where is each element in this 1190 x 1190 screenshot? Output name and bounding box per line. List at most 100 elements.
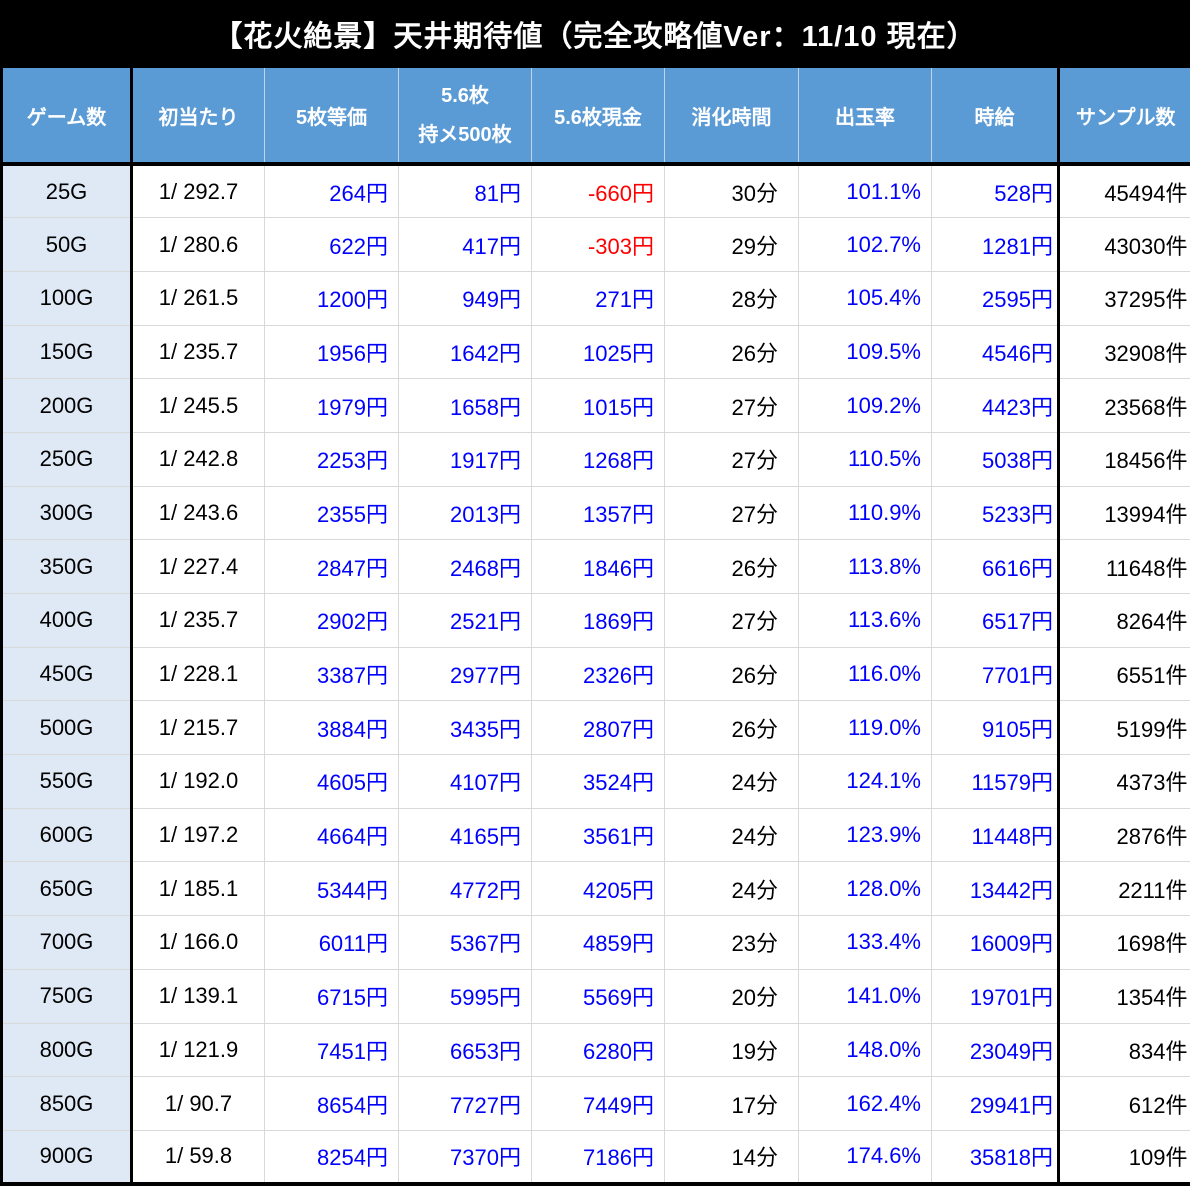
cell-5-6mai-hold: 1658円 [398, 378, 532, 433]
cell-first-hit: 1/ 280.6 [131, 217, 265, 272]
cell-5mai-equal: 2355円 [264, 486, 399, 541]
cell-payout-rate: 110.5% [798, 432, 932, 487]
cell-5mai-equal: 2847円 [264, 539, 399, 594]
table-row: 800G 1/ 121.9 7451円 6653円 6280円 19分 148.0% 2304… [1, 1023, 1190, 1078]
table-row: 750G 1/ 139.1 6715円 5995円 5569円 20分 141.0% 1970… [1, 969, 1190, 1024]
cell-5-6mai-hold: 7370円 [398, 1130, 532, 1187]
cell-5-6mai-cash: 7449円 [531, 1076, 665, 1131]
cell-5-6mai-hold: 2521円 [398, 593, 532, 648]
cell-first-hit: 1/ 292.7 [131, 164, 265, 219]
cell-play-time: 14分 [664, 1130, 799, 1187]
cell-hourly-wage: 528円 [931, 164, 1060, 219]
cell-payout-rate: 133.4% [798, 915, 932, 970]
table-row: 600G 1/ 197.2 4664円 4165円 3561円 24分 123.9% 1144… [1, 808, 1190, 863]
cell-5-6mai-cash: 4205円 [531, 861, 665, 917]
cell-5mai-equal: 4664円 [264, 808, 399, 863]
cell-hourly-wage: 6616円 [931, 539, 1060, 594]
cell-5-6mai-hold: 6653円 [398, 1023, 532, 1078]
cell-hourly-wage: 5233円 [931, 486, 1060, 541]
cell-payout-rate: 116.0% [798, 647, 932, 702]
cell-play-time: 24分 [664, 808, 799, 863]
cell-first-hit: 1/ 242.8 [131, 432, 265, 487]
cell-games: 750G [1, 969, 133, 1024]
expected-value-table: ゲーム数 初当たり 5枚等価 5.6枚 持メ500枚 5.6枚現金 消化時間 出… [0, 68, 1190, 1187]
cell-sample-count: 11648件 [1058, 539, 1190, 594]
table-row: 900G 1/ 59.8 8254円 7370円 7186円 14分 174.6% 35818… [1, 1130, 1190, 1187]
cell-5-6mai-cash: 2326円 [531, 647, 665, 702]
cell-play-time: 26分 [664, 647, 799, 702]
cell-payout-rate: 128.0% [798, 861, 932, 917]
column-header-5-6mai-hold-line2: 持メ500枚 [418, 123, 512, 146]
cell-play-time: 17分 [664, 1076, 799, 1131]
table-row: 25G 1/ 292.7 264円 81円 -660円 30分 101.1% 528円 4549… [1, 164, 1190, 219]
cell-hourly-wage: 19701円 [931, 969, 1060, 1024]
cell-play-time: 24分 [664, 754, 799, 809]
cell-sample-count: 1354件 [1058, 969, 1190, 1024]
cell-games: 200G [1, 378, 133, 433]
cell-sample-count: 23568件 [1058, 378, 1190, 433]
cell-5mai-equal: 1956円 [264, 325, 399, 380]
cell-play-time: 20分 [664, 969, 799, 1024]
column-header-payout-rate: 出玉率 [798, 68, 932, 166]
cell-hourly-wage: 7701円 [931, 647, 1060, 702]
cell-play-time: 27分 [664, 593, 799, 648]
table-row: 700G 1/ 166.0 6011円 5367円 4859円 23分 133.4% 1600… [1, 915, 1190, 970]
cell-play-time: 27分 [664, 432, 799, 487]
cell-sample-count: 18456件 [1058, 432, 1190, 487]
cell-5-6mai-cash: 6280円 [531, 1023, 665, 1078]
cell-games: 800G [1, 1023, 133, 1078]
table-row: 150G 1/ 235.7 1956円 1642円 1025円 26分 109.5% 4546… [1, 325, 1190, 380]
cell-games: 400G [1, 593, 133, 648]
cell-5-6mai-hold: 4165円 [398, 808, 532, 863]
cell-5-6mai-cash: 1846円 [531, 539, 665, 594]
cell-hourly-wage: 5038円 [931, 432, 1060, 487]
cell-first-hit: 1/ 228.1 [131, 647, 265, 702]
cell-play-time: 29分 [664, 217, 799, 272]
cell-5-6mai-hold: 5995円 [398, 969, 532, 1024]
cell-hourly-wage: 11448円 [931, 808, 1060, 863]
cell-hourly-wage: 2595円 [931, 271, 1060, 326]
cell-5-6mai-hold: 4772円 [398, 861, 532, 917]
cell-play-time: 28分 [664, 271, 799, 326]
cell-hourly-wage: 29941円 [931, 1076, 1060, 1131]
cell-first-hit: 1/ 139.1 [131, 969, 265, 1024]
cell-play-time: 30分 [664, 164, 799, 219]
column-header-first-hit: 初当たり [131, 68, 265, 166]
page-title: 【花火絶景】天井期待値（完全攻略値Ver：11/10 現在） [0, 0, 1190, 68]
table-row: 200G 1/ 245.5 1979円 1658円 1015円 27分 109.2% 4423… [1, 378, 1190, 433]
column-header-5-6mai-hold: 5.6枚 持メ500枚 [398, 68, 532, 166]
table-row: 50G 1/ 280.6 622円 417円 -303円 29分 102.7% 1281円 43… [1, 217, 1190, 272]
cell-first-hit: 1/ 235.7 [131, 593, 265, 648]
cell-5mai-equal: 8654円 [264, 1076, 399, 1131]
cell-games: 250G [1, 432, 133, 487]
cell-games: 900G [1, 1130, 133, 1187]
cell-sample-count: 13994件 [1058, 486, 1190, 541]
cell-5-6mai-hold: 2468円 [398, 539, 532, 594]
cell-5-6mai-hold: 1917円 [398, 432, 532, 487]
cell-games: 350G [1, 539, 133, 594]
cell-5mai-equal: 6011円 [264, 915, 399, 970]
cell-first-hit: 1/ 90.7 [131, 1076, 265, 1131]
cell-5mai-equal: 264円 [264, 164, 399, 219]
cell-payout-rate: 101.1% [798, 164, 932, 219]
cell-payout-rate: 109.5% [798, 325, 932, 380]
cell-games: 850G [1, 1076, 133, 1131]
cell-payout-rate: 123.9% [798, 808, 932, 863]
cell-5mai-equal: 3387円 [264, 647, 399, 702]
cell-payout-rate: 102.7% [798, 217, 932, 272]
cell-first-hit: 1/ 261.5 [131, 271, 265, 326]
cell-first-hit: 1/ 185.1 [131, 861, 265, 917]
cell-first-hit: 1/ 59.8 [131, 1130, 265, 1187]
cell-games: 700G [1, 915, 133, 970]
cell-5-6mai-cash: 5569円 [531, 969, 665, 1024]
cell-hourly-wage: 13442円 [931, 861, 1060, 917]
cell-5-6mai-cash: 7186円 [531, 1130, 665, 1187]
cell-5-6mai-hold: 1642円 [398, 325, 532, 380]
table-row: 650G 1/ 185.1 5344円 4772円 4205円 24分 128.0% 1344… [1, 861, 1190, 917]
cell-play-time: 24分 [664, 861, 799, 917]
cell-5-6mai-cash: 1025円 [531, 325, 665, 380]
cell-sample-count: 43030件 [1058, 217, 1190, 272]
cell-5mai-equal: 3884円 [264, 700, 399, 756]
cell-games: 25G [1, 164, 133, 219]
